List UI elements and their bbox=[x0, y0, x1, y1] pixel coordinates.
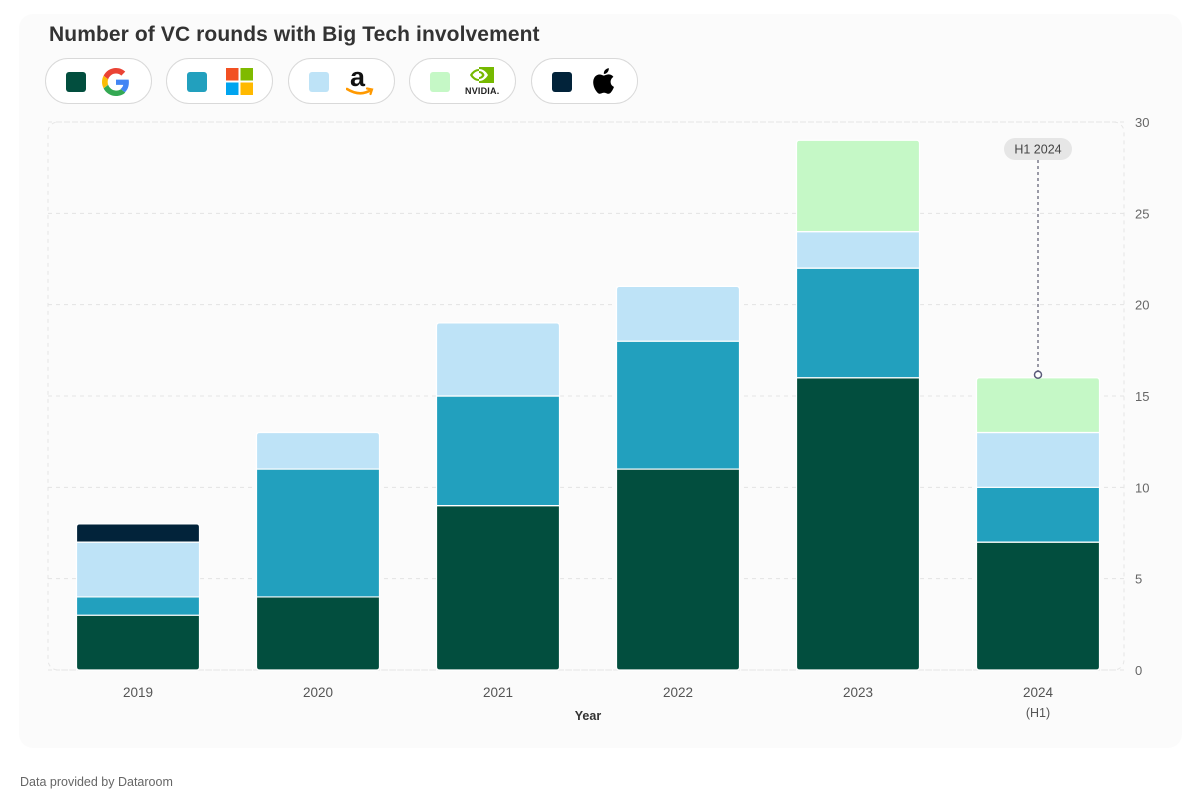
bar-2019-apple[interactable] bbox=[75, 523, 201, 543]
amazon-logo-letter: a bbox=[350, 62, 366, 92]
bar-2021-amazon[interactable] bbox=[435, 322, 561, 397]
x-tick-label: 2023 bbox=[843, 685, 873, 700]
legend-swatch-google bbox=[66, 72, 86, 92]
nvidia-eye-icon bbox=[469, 66, 495, 84]
bar-2024-microsoft[interactable] bbox=[975, 486, 1101, 543]
apple-icon bbox=[593, 68, 614, 94]
x-tick-label: 2024 bbox=[1023, 685, 1054, 700]
data-source-footer: Data provided by Dataroom bbox=[20, 775, 173, 789]
legend-swatch-microsoft bbox=[187, 72, 207, 92]
bar-2023-google[interactable] bbox=[795, 377, 921, 671]
legend-swatch-apple bbox=[552, 72, 572, 92]
legend-swatch-nvidia bbox=[430, 72, 450, 92]
nvidia-logo-wordmark: NVIDIA. bbox=[465, 86, 500, 96]
bar-2022-google[interactable] bbox=[615, 468, 741, 671]
bar-2020-amazon[interactable] bbox=[255, 431, 381, 470]
x-tick-label: 2019 bbox=[123, 685, 153, 700]
microsoft-icon bbox=[226, 68, 253, 95]
x-axis-ticks: 2019 2020 2021 2022 2023 2024 (H1) bbox=[123, 685, 1054, 720]
annotation: H1 2024 bbox=[1004, 138, 1072, 379]
bar-2023-amazon[interactable] bbox=[795, 230, 921, 269]
legend-item-nvidia[interactable]: NVIDIA. bbox=[409, 58, 516, 104]
legend-item-amazon[interactable]: a bbox=[288, 58, 395, 104]
bar-2020-microsoft[interactable] bbox=[255, 468, 381, 598]
bars bbox=[75, 139, 1101, 671]
legend-swatch-amazon bbox=[309, 72, 329, 92]
legend-item-apple[interactable] bbox=[531, 58, 638, 104]
bar-2022-amazon[interactable] bbox=[615, 285, 741, 342]
annotation-marker bbox=[1033, 370, 1043, 379]
bar-2024-amazon[interactable] bbox=[975, 431, 1101, 488]
amazon-icon: a bbox=[345, 62, 375, 99]
x-tick-sublabel: (H1) bbox=[1026, 706, 1050, 720]
y-tick-label: 15 bbox=[1135, 389, 1149, 404]
y-tick-label: 5 bbox=[1135, 572, 1142, 587]
bar-2021-google[interactable] bbox=[435, 505, 561, 671]
bar-2024-google[interactable] bbox=[975, 541, 1101, 671]
bar-2023-microsoft[interactable] bbox=[795, 267, 921, 379]
y-axis-ticks: 0 5 10 15 20 25 30 bbox=[1135, 115, 1149, 678]
bar-2024-nvidia[interactable] bbox=[975, 377, 1101, 434]
chart-title: Number of VC rounds with Big Tech involv… bbox=[49, 23, 540, 46]
y-tick-label: 20 bbox=[1135, 298, 1149, 313]
bar-2021-microsoft[interactable] bbox=[435, 395, 561, 507]
nvidia-icon: NVIDIA. bbox=[463, 66, 507, 98]
bar-2020-google[interactable] bbox=[255, 596, 381, 671]
y-tick-label: 0 bbox=[1135, 663, 1142, 678]
bar-2019-amazon[interactable] bbox=[75, 541, 201, 598]
bar-2023-nvidia[interactable] bbox=[795, 139, 921, 233]
gridlines bbox=[47, 121, 1125, 671]
legend-item-microsoft[interactable] bbox=[166, 58, 273, 104]
legend-item-google[interactable] bbox=[45, 58, 152, 104]
bar-2019-microsoft[interactable] bbox=[75, 596, 201, 616]
y-tick-label: 25 bbox=[1135, 206, 1149, 221]
annotation-pill bbox=[1004, 138, 1072, 160]
google-icon bbox=[102, 68, 129, 96]
x-axis-label: Year bbox=[575, 709, 602, 723]
x-tick-label: 2020 bbox=[303, 685, 333, 700]
x-tick-label: 2022 bbox=[663, 685, 693, 700]
bar-2019-google[interactable] bbox=[75, 614, 201, 671]
annotation-label: H1 2024 bbox=[1014, 143, 1061, 157]
y-tick-label: 30 bbox=[1135, 115, 1149, 130]
bar-2022-microsoft[interactable] bbox=[615, 340, 741, 470]
x-tick-label: 2021 bbox=[483, 685, 513, 700]
y-tick-label: 10 bbox=[1135, 480, 1149, 495]
amazon-smile-icon bbox=[346, 87, 374, 96]
